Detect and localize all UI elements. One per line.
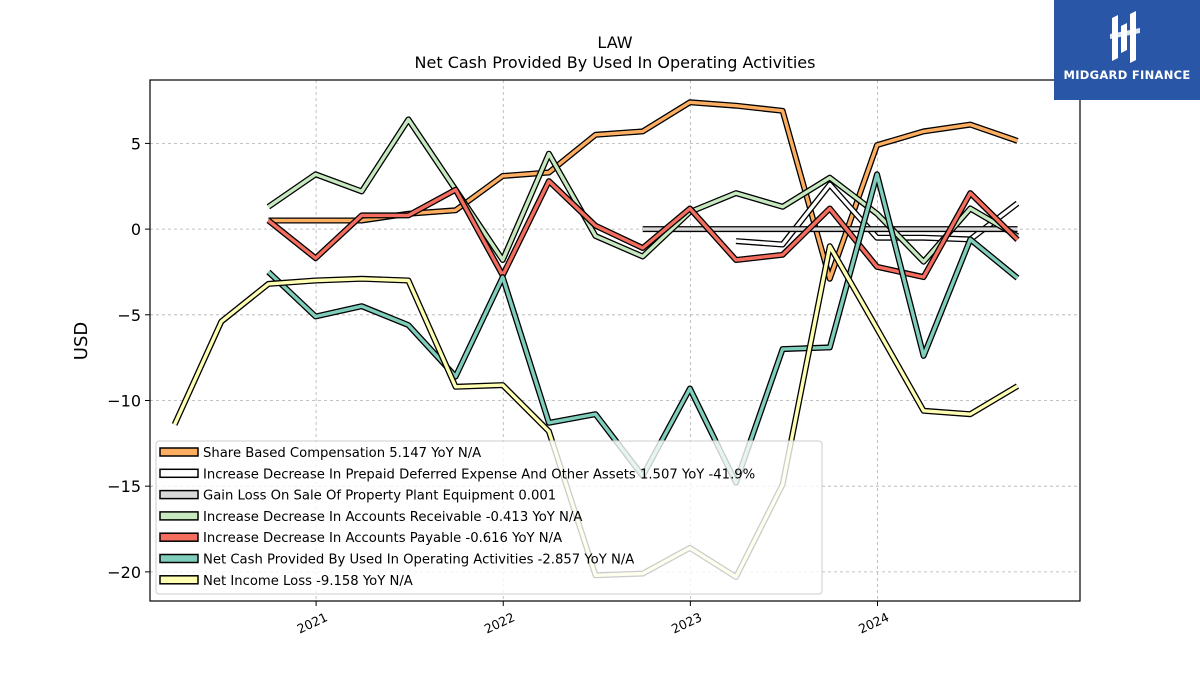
x-tick-label: 2021 (295, 609, 330, 636)
legend-swatch (159, 447, 199, 457)
series-line-increase-decrease-in-accounts-payable (267, 179, 1019, 279)
legend: Share Based Compensation 5.147 YoY N/A In… (155, 440, 823, 595)
y-tick-label: 5 (131, 134, 141, 153)
y-tick-label: 0 (131, 220, 141, 239)
x-tick-label: 2023 (669, 609, 704, 636)
y-axis-label: USD (71, 322, 92, 360)
legend-swatch (159, 489, 199, 500)
x-tick-label: 2022 (482, 609, 517, 636)
midgard-logo-icon (1110, 11, 1140, 63)
plot-frame (149, 79, 1081, 602)
series-line-increase-decrease-in-accounts-receivable (267, 117, 1019, 264)
legend-swatch (159, 468, 199, 479)
legend-label: Net Income Loss -9.158 YoY N/A (203, 574, 413, 589)
y-tick-label: −10 (107, 391, 141, 410)
legend-label: Increase Decrease In Accounts Receivable… (203, 510, 582, 525)
legend-swatch (159, 553, 199, 564)
legend-swatch (159, 511, 199, 521)
legend-label: Increase Decrease In Prepaid Deferred Ex… (203, 467, 755, 482)
legend-label: Increase Decrease In Accounts Payable -0… (203, 531, 562, 546)
y-tick-label: −5 (117, 306, 141, 325)
chart-title: LAW (597, 33, 632, 52)
midgard-finance-logo: MIDGARD FINANCE (1054, 0, 1200, 100)
chart-subtitle: Net Cash Provided By Used In Operating A… (415, 53, 816, 72)
legend-label: Net Cash Provided By Used In Operating A… (203, 553, 634, 568)
series-lines (171, 99, 1020, 580)
y-tick-label: −20 (107, 563, 141, 582)
legend-label: Share Based Compensation 5.147 YoY N/A (203, 446, 481, 461)
x-tick-label: 2024 (856, 609, 891, 636)
legend-label: Gain Loss On Sale Of Property Plant Equi… (203, 489, 556, 504)
logo-text: MIDGARD FINANCE (1063, 68, 1191, 82)
legend-swatch (159, 575, 199, 585)
legend-box (155, 440, 823, 595)
legend-swatch (159, 532, 199, 542)
y-tick-label: −15 (107, 477, 141, 496)
